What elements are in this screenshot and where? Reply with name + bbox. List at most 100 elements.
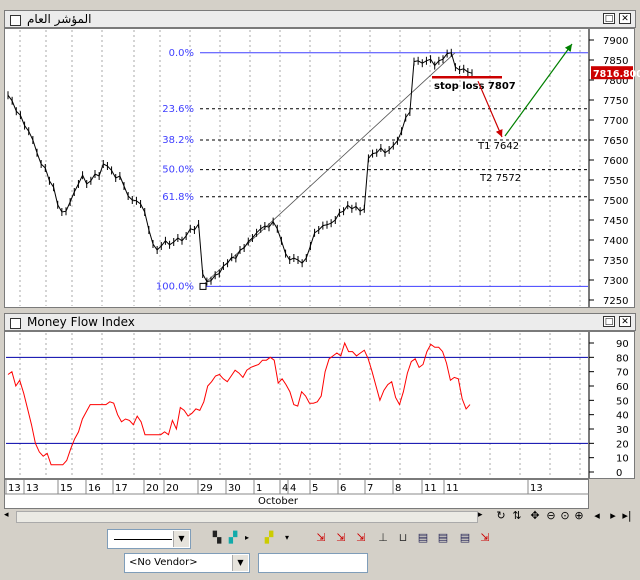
x-day-label: 5 — [312, 483, 318, 494]
move-icon[interactable]: ✥ — [530, 509, 540, 522]
price-y-tick-label: 7300 — [603, 276, 628, 287]
mfi-y-tick-label: 50 — [616, 396, 629, 407]
line-color-icon[interactable]: ▞ — [228, 531, 238, 544]
scroll-right-icon[interactable]: ▸ — [478, 510, 483, 520]
fib-tool-icon[interactable]: ⇲ — [336, 531, 346, 544]
vendor-toolbar: <No Vendor> ▼ — [0, 552, 640, 574]
x-month-label: October — [258, 496, 299, 507]
x-day-label: 11 — [424, 483, 437, 494]
chevron-down-icon[interactable]: ▼ — [173, 531, 189, 547]
mfi-y-axis — [589, 331, 635, 479]
mfi-panel-title: Money Flow Index — [27, 315, 135, 329]
fib-tool-icon[interactable]: ⇲ — [480, 531, 490, 544]
mfi-y-tick-label: 30 — [616, 425, 629, 436]
x-day-label: 20 — [146, 483, 159, 494]
fib-tool-icon[interactable]: ⇲ — [316, 531, 326, 544]
sync-icon[interactable]: ⇅ — [512, 509, 522, 522]
x-day-label: 11 — [446, 483, 459, 494]
horizontal-scrollbar[interactable] — [16, 511, 478, 523]
current-price-badge — [591, 66, 633, 80]
x-day-label: 17 — [115, 483, 128, 494]
export-icon[interactable]: ⊥ — [378, 531, 388, 544]
price-panel-titlebar: المؤشر العام □ ✕ — [4, 10, 636, 28]
import-icon[interactable]: ⊔ — [398, 531, 408, 544]
chevron-down-icon[interactable]: ▼ — [232, 555, 248, 571]
target-2-label: T2 7572 — [479, 173, 521, 184]
fib-anchor-handle — [199, 282, 207, 290]
mfi-y-tick-label: 10 — [616, 454, 629, 465]
fib-level-label: 0.0% — [169, 48, 194, 59]
layout-icon[interactable]: ▤ — [459, 531, 471, 544]
refresh-icon[interactable]: ↻ — [496, 509, 506, 522]
scroll-left-icon[interactable]: ◂ — [4, 510, 9, 520]
end-icon[interactable]: ▸| — [622, 509, 632, 522]
x-day-label: 6 — [340, 483, 346, 494]
x-day-label: 7 — [367, 483, 373, 494]
stop-loss-label: stop loss 7807 — [434, 81, 516, 92]
fib-level-label: 61.8% — [162, 192, 194, 203]
x-day-label: 13 — [8, 483, 21, 494]
highlight-color-icon[interactable]: ▞ — [264, 531, 274, 544]
fib-level-label: 38.2% — [162, 135, 194, 146]
price-y-tick-label: 7600 — [603, 156, 628, 167]
mfi-y-tick-label: 20 — [616, 439, 629, 450]
layout-icon[interactable]: ▤ — [437, 531, 449, 544]
zoom-reset-icon[interactable]: ⊙ — [560, 509, 570, 522]
rebound-arrow — [504, 43, 573, 137]
price-y-tick-label: 7650 — [603, 136, 628, 147]
color-dropdown-icon[interactable]: ▸ — [244, 533, 249, 542]
symbol-input[interactable] — [258, 553, 368, 573]
line-style-preview — [114, 539, 172, 540]
x-day-label: 8 — [395, 483, 401, 494]
x-day-label: 15 — [60, 483, 73, 494]
maximize-button[interactable]: □ — [603, 316, 615, 327]
current-price-label: 7816.800 — [593, 69, 640, 80]
price-y-tick-label: 7700 — [603, 116, 628, 127]
next-icon[interactable]: ▸ — [610, 509, 616, 522]
mfi-y-tick-label: 60 — [616, 382, 629, 393]
drawing-toolbar: ▼ ▚ ▞ ▸ ▞ ▾ ⇲ ⇲ ⇲ ⊥ ⊔ ▤ ▤ ▤ ⇲ — [0, 525, 640, 551]
vendor-select[interactable]: <No Vendor> ▼ — [124, 553, 250, 573]
target-1-label: T1 7642 — [477, 141, 519, 152]
layout-icon[interactable]: ▤ — [417, 531, 429, 544]
mfi-y-tick-label: 0 — [616, 468, 622, 479]
mfi-y-tick-label: 80 — [616, 353, 629, 364]
close-button[interactable]: ✕ — [619, 13, 631, 24]
price-panel-title: المؤشر العام — [27, 12, 92, 26]
x-day-label: 13 — [530, 483, 543, 494]
vendor-select-value: <No Vendor> — [129, 557, 198, 568]
mfi-y-tick-label: 70 — [616, 368, 629, 379]
fill-color-icon[interactable]: ▚ — [212, 531, 222, 544]
fib-tool-icon[interactable]: ⇲ — [356, 531, 366, 544]
panel-icon — [10, 318, 21, 329]
price-y-tick-label: 7400 — [603, 236, 628, 247]
price-y-tick-label: 7500 — [603, 196, 628, 207]
close-button[interactable]: ✕ — [619, 316, 631, 327]
price-y-tick-label: 7800 — [603, 76, 628, 87]
chevron-down-icon[interactable]: ▾ — [284, 533, 289, 542]
mfi-y-tick-label: 90 — [616, 339, 629, 350]
fib-level-label: 23.6% — [162, 104, 194, 115]
x-day-label: 20 — [166, 483, 179, 494]
drop-arrow — [477, 80, 503, 138]
line-style-select[interactable]: ▼ — [107, 529, 191, 549]
fib-level-label: 50.0% — [162, 165, 194, 176]
x-day-label: 16 — [88, 483, 101, 494]
x-day-label: 4 — [290, 483, 296, 494]
fib-level-label: 100.0% — [156, 281, 194, 292]
x-day-label: 30 — [228, 483, 241, 494]
price-y-tick-label: 7850 — [603, 56, 628, 67]
panel-icon — [10, 15, 21, 26]
price-y-tick-label: 7350 — [603, 256, 628, 267]
prev-icon[interactable]: ◂ — [594, 509, 600, 522]
zoom-out-icon[interactable]: ⊖ — [546, 509, 556, 522]
x-day-label: 4 — [282, 483, 288, 494]
scroll-row: ◂ ▸ ↻ ⇅ ✥ ⊖ ⊙ ⊕ ◂ ▸ ▸| — [4, 509, 636, 523]
maximize-button[interactable]: □ — [603, 13, 615, 24]
mfi-y-tick-label: 40 — [616, 411, 629, 422]
zoom-in-icon[interactable]: ⊕ — [574, 509, 584, 522]
price-y-tick-label: 7250 — [603, 296, 628, 307]
price-y-tick-label: 7900 — [603, 36, 628, 47]
x-day-label: 1 — [256, 483, 262, 494]
